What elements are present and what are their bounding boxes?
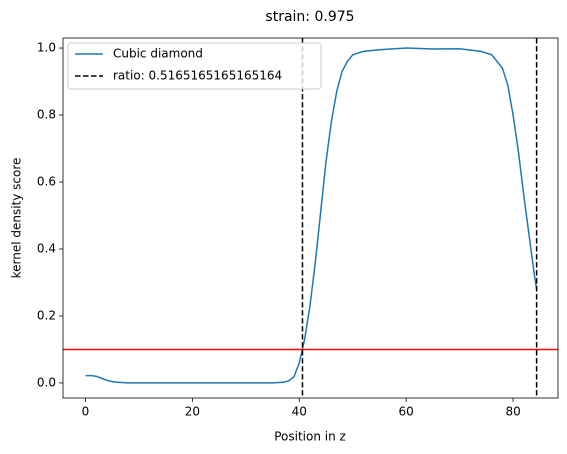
y-tick-label: 0.2: [37, 308, 56, 322]
x-tick-label: 40: [292, 405, 307, 419]
y-tick-label: 0.6: [37, 175, 56, 189]
y-tick-label: 1.0: [37, 41, 56, 55]
data-line: [85, 47, 538, 384]
legend-box: [67, 42, 322, 90]
y-tick-label: 0.0: [37, 375, 56, 389]
chart-title: strain: 0.975: [265, 9, 354, 25]
x-axis-label: Position in z: [274, 430, 346, 444]
plot-frame: [62, 37, 559, 399]
x-tick-label: 80: [505, 405, 520, 419]
x-tick-label: 20: [185, 405, 200, 419]
legend-label: ratio: 0.5165165165165164: [113, 69, 282, 83]
x-tick-label: 0: [82, 405, 90, 419]
x-tick-label: 60: [399, 405, 414, 419]
y-axis-label: kernel density score: [10, 158, 24, 279]
y-tick-label: 0.8: [37, 108, 56, 122]
y-tick-label: 0.4: [37, 241, 56, 255]
legend-label: Cubic diamond: [113, 47, 203, 61]
